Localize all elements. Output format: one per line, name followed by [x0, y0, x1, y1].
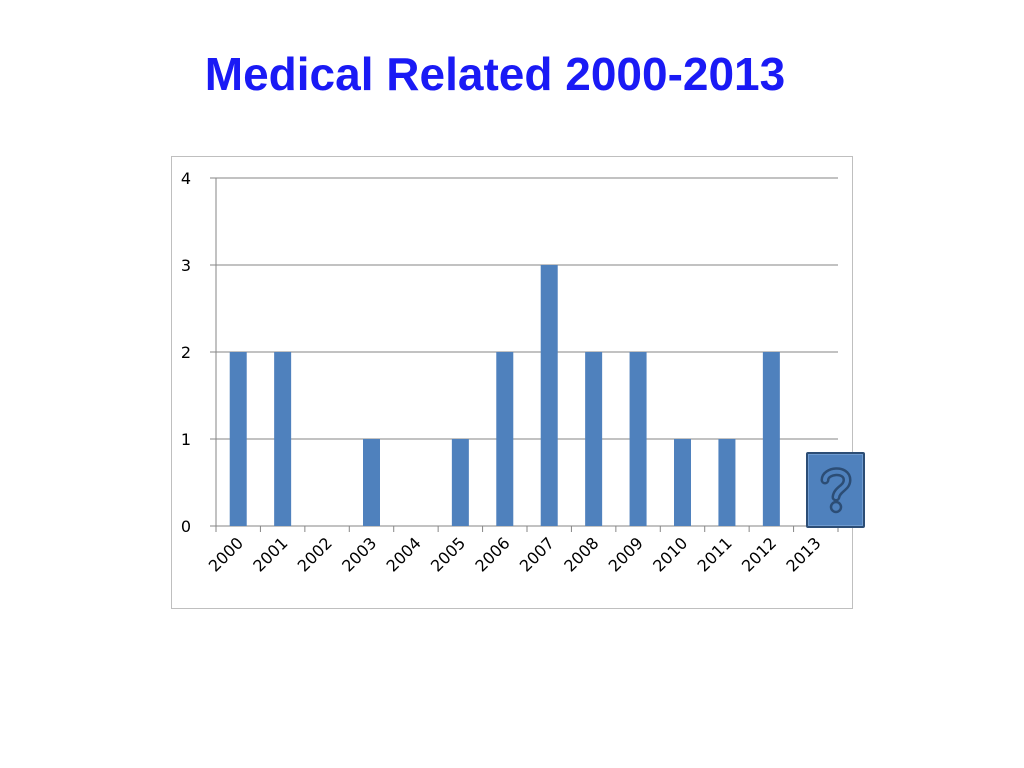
help-button[interactable]: [806, 452, 865, 528]
x-tick-label: 2005: [427, 533, 469, 575]
bar-2010: [674, 439, 691, 526]
bar-2007: [540, 265, 558, 526]
x-tick-label: 2010: [649, 533, 691, 575]
bar-2006: [496, 352, 514, 526]
bar-2005: [451, 439, 469, 526]
x-tick-label: 2006: [471, 533, 513, 575]
y-tick-label: 1: [181, 430, 191, 449]
slide-title: Medical Related 2000-2013: [204, 48, 786, 100]
x-tick-label: 2012: [738, 533, 780, 575]
y-tick-label: 0: [181, 517, 191, 536]
x-tick-label: 2002: [294, 533, 336, 575]
x-tick-label: 2004: [383, 533, 425, 575]
bar-2011: [718, 439, 736, 526]
x-tick-label: 2001: [249, 533, 291, 575]
x-tick-label: 2013: [782, 533, 824, 575]
bar-2001: [274, 352, 292, 526]
bar-2000: [229, 352, 247, 526]
x-tick-label: 2003: [338, 533, 380, 575]
question-mark-icon: [820, 467, 852, 514]
x-tick-label: 2000: [205, 533, 247, 575]
x-tick-label: 2011: [694, 533, 736, 575]
bar-2008: [585, 352, 603, 526]
bar-2012: [762, 352, 780, 526]
x-tick-label: 2007: [516, 533, 558, 575]
x-tick-label: 2008: [560, 533, 602, 575]
y-tick-label: 4: [181, 169, 191, 188]
bar-2009: [629, 352, 647, 526]
bar-2003: [363, 439, 380, 526]
y-tick-label: 2: [181, 343, 191, 362]
x-tick-label: 2009: [605, 533, 647, 575]
y-tick-label: 3: [181, 256, 191, 275]
